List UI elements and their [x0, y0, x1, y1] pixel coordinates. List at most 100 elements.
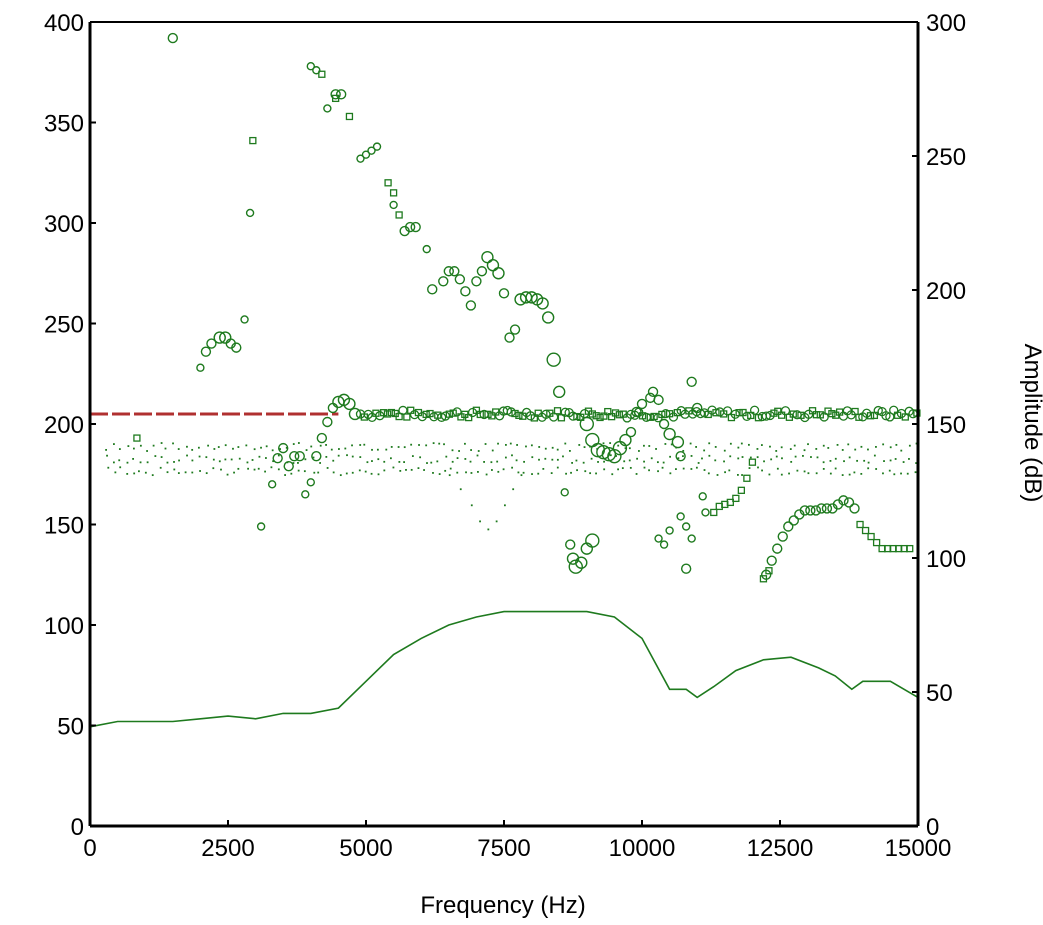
scatter-circle	[686, 376, 697, 387]
dot-point	[319, 444, 322, 447]
dot-point	[615, 455, 617, 457]
dot-point	[609, 442, 612, 444]
dot-point	[775, 450, 778, 452]
dot-point	[504, 456, 507, 459]
scatter-square	[318, 70, 326, 78]
dot-point	[802, 454, 804, 457]
dot-point	[829, 460, 832, 462]
scatter-circle	[438, 276, 449, 287]
dot-point	[571, 461, 574, 464]
dot-point	[198, 455, 201, 458]
band-circle	[549, 412, 559, 422]
dot-point	[523, 460, 525, 463]
dot-point	[669, 455, 672, 458]
dot-point	[915, 462, 918, 464]
dot-point	[397, 446, 400, 448]
dot-point	[246, 461, 249, 464]
scatter-circle	[404, 221, 416, 233]
dot-point	[253, 448, 256, 451]
band-circle	[409, 409, 420, 420]
dot-point	[164, 447, 167, 450]
dot-point	[664, 443, 667, 445]
scatter-circle	[585, 432, 600, 448]
axes	[88, 21, 920, 828]
scatter-circle	[323, 104, 332, 113]
dot-point	[383, 460, 386, 463]
dot-point	[364, 470, 367, 473]
dot-point	[530, 444, 533, 447]
dot-point	[583, 446, 586, 449]
dot-point	[675, 446, 678, 449]
dot-point	[205, 456, 208, 459]
dot-point	[810, 456, 812, 458]
band-square	[476, 410, 484, 419]
dot-point	[780, 473, 783, 476]
dot-point	[438, 442, 441, 445]
scatter-square	[389, 189, 398, 197]
scatter-circle	[256, 522, 266, 531]
dot-point	[836, 443, 839, 446]
scatter-circle	[504, 332, 515, 343]
scatter-circle	[585, 533, 600, 548]
dot-point	[537, 472, 540, 475]
dot-point	[251, 459, 254, 461]
x-tick-label: 0	[83, 835, 96, 862]
dot-point	[889, 446, 892, 449]
dot-point	[292, 443, 295, 445]
dot-point	[491, 469, 493, 471]
dot-point	[456, 471, 459, 474]
dot-point	[643, 460, 645, 463]
dot-point	[531, 473, 533, 475]
dot-point	[748, 467, 751, 469]
dot-point	[465, 471, 467, 474]
dot-point	[617, 444, 620, 447]
dot-point	[749, 456, 752, 459]
scatter-circle	[619, 433, 632, 447]
dot-point	[708, 442, 711, 445]
dot-point	[233, 471, 235, 474]
dot-point	[491, 449, 494, 452]
dot-point	[451, 449, 454, 452]
dot-point	[793, 444, 796, 447]
dot-point	[366, 461, 369, 464]
dot-point	[843, 460, 845, 463]
dot-point	[496, 460, 499, 463]
scatter-circle	[658, 418, 670, 430]
dot-point	[132, 447, 135, 450]
scatter-circle	[196, 363, 205, 372]
dot-point	[265, 445, 268, 448]
band-circle	[722, 406, 733, 416]
dot-point	[860, 472, 863, 475]
band-circle	[780, 406, 791, 416]
dot-point	[213, 448, 216, 450]
dot-point	[332, 471, 335, 474]
dot-point	[173, 468, 176, 471]
left-y-tick-label: 350	[44, 111, 84, 138]
dot-point	[207, 444, 210, 447]
dot-point	[556, 448, 559, 451]
dot-point	[908, 444, 911, 447]
band-circle	[417, 411, 427, 422]
dot-point	[436, 460, 439, 463]
band-circle	[668, 412, 679, 422]
dot-point	[636, 457, 639, 460]
dot-point	[657, 470, 659, 473]
dot-point	[707, 472, 710, 475]
dot-point	[882, 472, 884, 475]
scatter-square	[872, 538, 881, 547]
dot-point	[470, 449, 472, 451]
dot-point	[389, 457, 392, 460]
dot-point	[568, 450, 571, 452]
dot-point	[464, 458, 467, 460]
dot-point	[682, 467, 685, 470]
scatter-circle	[348, 407, 362, 421]
dot-point	[383, 469, 386, 472]
dot-point	[661, 466, 664, 469]
band-square	[735, 409, 743, 417]
scatter-circle	[289, 450, 300, 462]
dot-point	[650, 457, 653, 460]
scatter-circle	[675, 450, 686, 462]
dot-point	[502, 468, 505, 471]
band-square	[530, 414, 539, 422]
dot-point	[217, 446, 220, 448]
